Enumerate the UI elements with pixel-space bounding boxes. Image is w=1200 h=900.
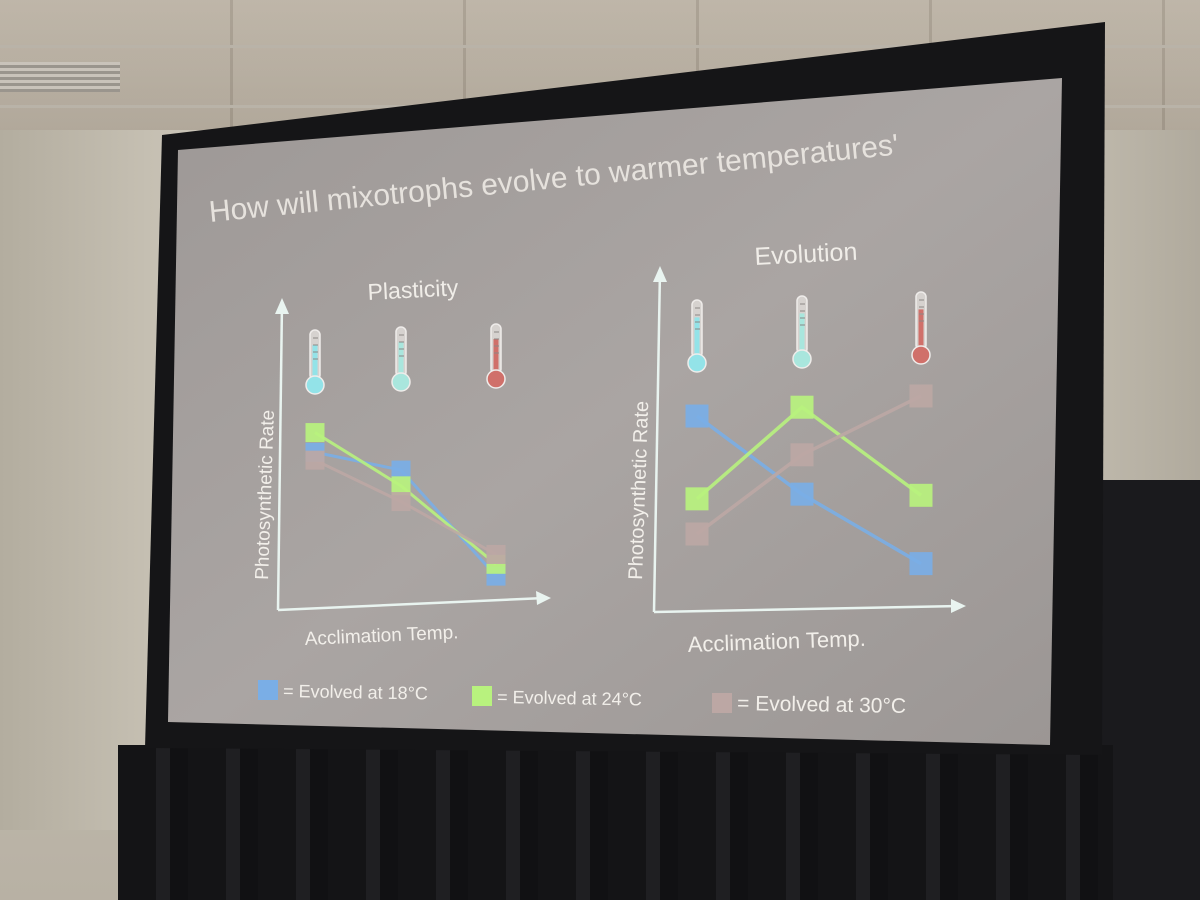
y-axis [276,301,284,611]
legend-swatch [712,693,732,713]
thermometer-hot-icon [486,323,506,389]
legend-label: = Evolved at 18°C [283,681,428,704]
slide-surface [168,78,1062,745]
legend-swatch [472,686,492,706]
thermometer-hot-icon [911,291,931,365]
data-point-evolved_24 [391,476,411,496]
legend-item: = Evolved at 30°C [712,692,906,718]
data-point-evolved_18 [790,482,814,506]
thermometer-fill [799,313,805,354]
data-point-evolved_24 [685,487,709,511]
data-point-evolved_30 [391,492,411,512]
evolution-chart: Evolution Photosynthetic Rate Acclimatio… [625,238,966,657]
x-axis-arrow [951,599,966,613]
y-axis-arrow [653,266,667,282]
thermometer-fill [493,339,499,374]
data-point-evolved_30 [790,443,814,467]
data-point-evolved_30 [685,522,709,546]
thermometer-bulb [391,372,411,392]
ceiling-grid-line [0,45,1200,48]
y-axis-arrow [275,298,289,314]
data-point-evolved_18 [685,404,709,428]
screen-skirt [118,745,1113,900]
thermometer-cool-icon [305,329,325,395]
thermometer-mid-icon [792,295,812,369]
legend-item: = Evolved at 18°C [258,680,428,704]
x-axis-arrow [536,591,551,605]
dark-side-panel [1100,480,1200,900]
data-point-evolved_18 [909,552,933,576]
plasticity-chart: Plasticity Photosynthetic Rate Acclimati… [252,274,551,650]
legend: = Evolved at 18°C = Evolved at 24°C = Evol… [258,680,906,718]
data-point-evolved_30 [305,450,325,470]
thermometer-fill [398,342,404,377]
thermometer-bulb [486,369,506,389]
x-axis [277,596,546,612]
thermometer-fill [918,309,924,350]
x-axis-label: Acclimation Temp. [687,626,866,657]
thermometer-bulb [792,349,812,369]
thermometer-fill [312,345,318,380]
legend-item: = Evolved at 24°C [472,686,642,710]
axes-plasticity [275,298,551,612]
data-point-evolved_30 [909,384,933,408]
data-point-evolved_24 [909,483,933,507]
data-point-evolved_18 [391,460,411,480]
thermometer-bulb [911,345,931,365]
thermometer-mid-icon [391,326,411,392]
ceiling-vent [0,62,120,92]
legend-swatch [258,680,278,700]
thermometer-bulb [687,353,707,373]
y-axis [652,269,662,613]
data-point-evolved_30 [486,544,506,564]
axes-evolution [652,266,966,614]
data-point-evolved_24 [305,423,325,443]
chart-title-plasticity: Plasticity [367,274,459,305]
thermometer-cool-icon [687,299,707,373]
thermometer-bulb [305,375,325,395]
data-point-evolved_24 [790,395,814,419]
thermometer-fill [694,317,700,358]
legend-label: = Evolved at 24°C [497,687,642,710]
x-axis [653,604,961,614]
chart-title-evolution: Evolution [754,238,858,271]
legend-label: = Evolved at 30°C [737,692,906,718]
